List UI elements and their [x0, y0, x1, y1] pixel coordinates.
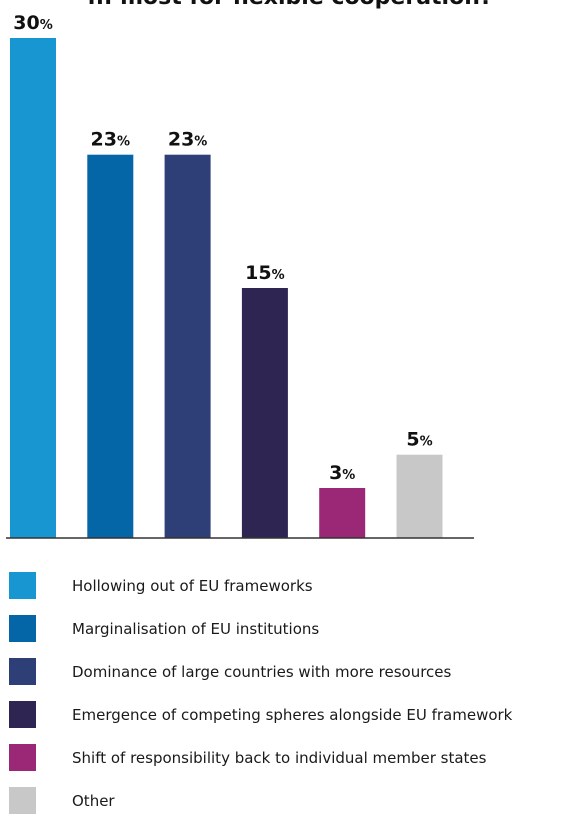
- value-label-5: 3%: [329, 462, 355, 484]
- legend-label-3: Dominance of large countries with more r…: [72, 663, 452, 681]
- legend-label-1: Hollowing out of EU frameworks: [72, 577, 313, 595]
- bar-4: [241, 288, 288, 538]
- legend: Hollowing out of EU frameworks Marginalis…: [9, 572, 513, 814]
- legend-swatch-3: [9, 658, 36, 685]
- value-label-6: 5%: [406, 429, 432, 451]
- legend-swatch-5: [9, 744, 36, 771]
- value-label-4: 15%: [245, 262, 284, 284]
- bars-group: [10, 38, 443, 538]
- bar-1: [10, 38, 56, 538]
- legend-swatch-2: [9, 615, 36, 642]
- legend-label-5: Shift of responsibility back to individu…: [72, 749, 487, 767]
- value-label-1: 30%: [13, 12, 52, 34]
- legend-swatch-4: [9, 701, 36, 728]
- chart-title: ... most for flexible cooperation?: [87, 0, 492, 10]
- legend-label-2: Marginalisation of EU institutions: [72, 620, 319, 638]
- legend-label-4: Emergence of competing spheres alongside…: [72, 706, 513, 724]
- bar-5: [319, 488, 366, 538]
- bar-3: [164, 154, 211, 538]
- bar-6: [396, 454, 443, 538]
- legend-swatch-1: [9, 572, 36, 599]
- legend-label-6: Other: [72, 792, 115, 810]
- value-label-3: 23%: [168, 129, 207, 151]
- bar-2: [87, 154, 134, 538]
- legend-swatch-6: [9, 787, 36, 814]
- value-label-2: 23%: [91, 129, 130, 151]
- value-labels-group: 30% 23% 23% 15% 3% 5%: [13, 12, 432, 484]
